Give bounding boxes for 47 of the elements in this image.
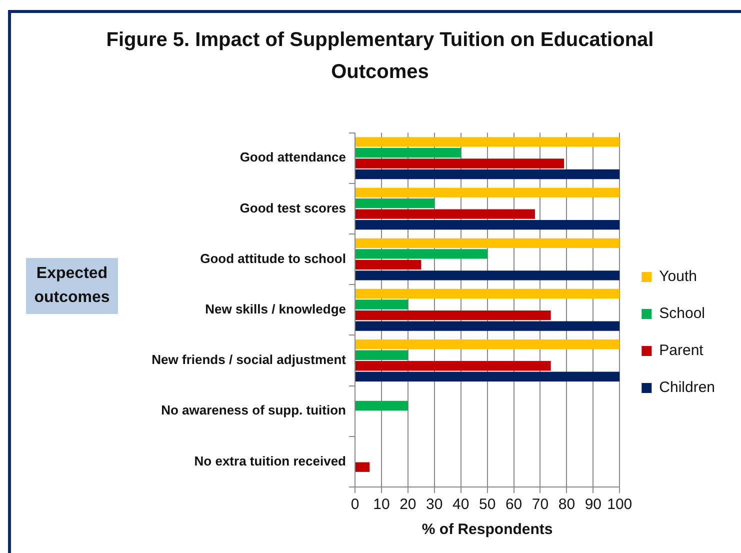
x-axis-title: % of Respondents <box>422 521 553 538</box>
x-tick-label: 80 <box>558 496 576 514</box>
x-tick-label: 60 <box>505 496 522 514</box>
bar <box>356 400 408 411</box>
x-tick-label: 90 <box>584 496 602 514</box>
x-tick-label: 30 <box>426 496 443 514</box>
bar <box>356 361 551 371</box>
bar <box>356 220 620 230</box>
bar <box>356 169 620 180</box>
bar <box>356 300 408 310</box>
bar <box>356 288 620 299</box>
legend-label: School <box>659 305 706 322</box>
bar <box>356 310 551 320</box>
bar <box>356 270 620 280</box>
legend-label: Children <box>659 379 716 396</box>
y-tick-label: No awareness of supp. tuition <box>161 402 346 418</box>
legend-label: Youth <box>659 268 697 286</box>
bar <box>356 209 535 219</box>
x-tick-label: 100 <box>607 496 632 514</box>
x-tick-label: 70 <box>532 496 549 514</box>
bar <box>356 198 434 208</box>
x-tick-label: 10 <box>373 496 390 514</box>
bar <box>356 372 620 382</box>
bar <box>356 350 408 360</box>
bar <box>356 260 422 270</box>
y-axis-title: Expected outcomes <box>26 258 118 314</box>
y-tick-label: Good test scores <box>240 200 346 216</box>
bar <box>356 148 461 158</box>
bar <box>356 188 620 198</box>
bar <box>356 321 620 331</box>
x-tick-label: 50 <box>478 496 496 514</box>
x-tick-label: 40 <box>452 496 470 514</box>
bar <box>356 249 488 259</box>
y-tick-label: No extra tuition received <box>194 453 346 468</box>
x-tick-label: 20 <box>400 496 416 514</box>
y-tick-label: Good attendance <box>240 150 346 165</box>
bar <box>356 238 620 248</box>
x-tick-label: 0 <box>350 496 360 514</box>
bar <box>356 158 564 168</box>
y-tick-label: New friends / social adjustment <box>152 352 347 368</box>
y-tick-label: Good attitude to school <box>200 250 346 266</box>
chart-title: Figure 5. Impact of Supplementary Tuition on Educational Outcomes <box>105 28 655 85</box>
bar <box>356 137 620 147</box>
bar <box>356 462 370 472</box>
bar <box>356 340 620 350</box>
y-tick-label: New skills / knowledge <box>205 301 346 316</box>
legend-label: Parent <box>659 342 704 360</box>
